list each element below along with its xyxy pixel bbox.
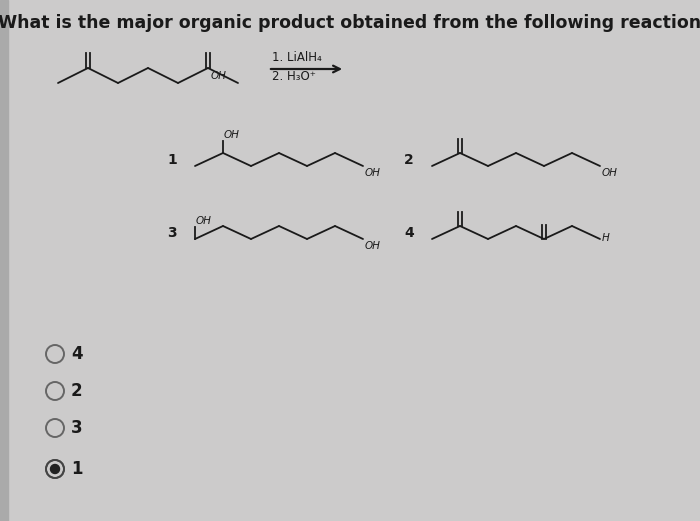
Text: 1. LiAlH₄: 1. LiAlH₄ xyxy=(272,51,322,64)
Text: OH: OH xyxy=(224,130,240,140)
Text: OH: OH xyxy=(196,216,212,226)
Text: 2: 2 xyxy=(71,382,83,400)
Text: OH: OH xyxy=(365,168,381,178)
Text: H: H xyxy=(602,233,610,243)
Text: 3: 3 xyxy=(71,419,83,437)
Text: 1: 1 xyxy=(167,153,177,167)
Text: What is the major organic product obtained from the following reaction?: What is the major organic product obtain… xyxy=(0,14,700,32)
Text: 4: 4 xyxy=(405,226,414,240)
Text: OH: OH xyxy=(602,168,618,178)
Bar xyxy=(0,0,8,521)
Text: 3: 3 xyxy=(167,226,177,240)
Text: 4: 4 xyxy=(71,345,83,363)
Text: OH: OH xyxy=(365,241,381,251)
Text: OH: OH xyxy=(211,71,227,81)
Circle shape xyxy=(50,465,60,474)
Text: 2. H₃O⁺: 2. H₃O⁺ xyxy=(272,70,316,83)
Text: 2: 2 xyxy=(405,153,414,167)
Text: 1: 1 xyxy=(71,460,83,478)
